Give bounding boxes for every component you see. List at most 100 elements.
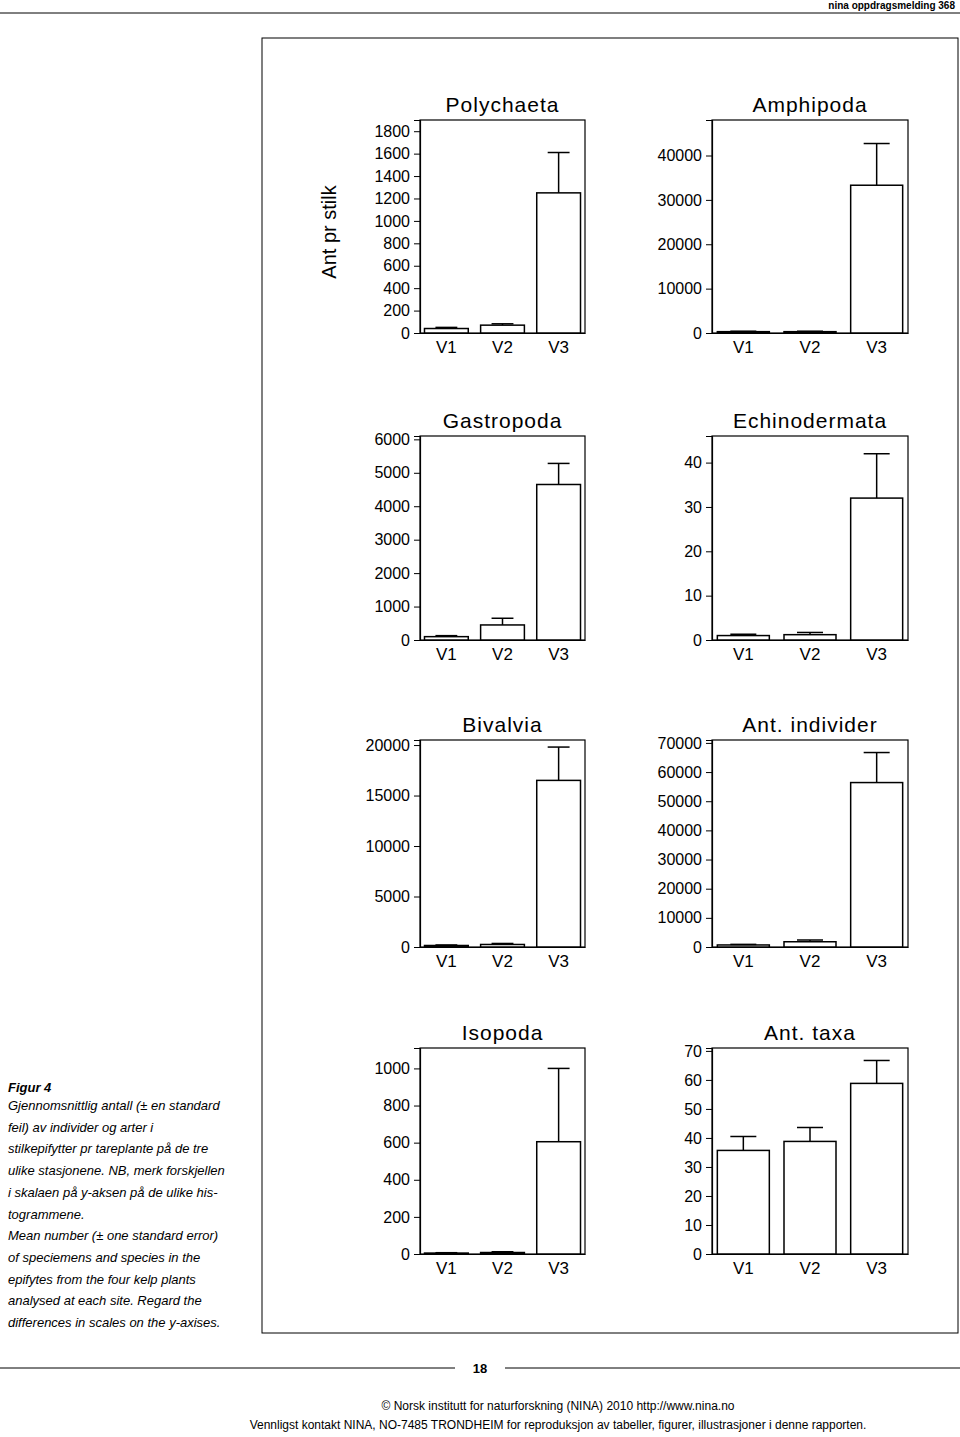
y-tick-mark xyxy=(706,830,712,831)
y-tick-mark xyxy=(706,640,712,641)
chart-title: Echinodermata xyxy=(733,409,887,432)
x-tick-label: V3 xyxy=(548,645,569,664)
y-tick: 600 xyxy=(383,257,420,274)
bar xyxy=(717,945,769,947)
caption-line: Figur 4 xyxy=(8,1080,52,1095)
y-axis: 010203040 xyxy=(684,437,712,649)
x-tick-label: V3 xyxy=(866,952,887,971)
x-axis-line xyxy=(713,947,909,948)
y-tick-label: 40 xyxy=(684,454,702,471)
y-tick-label: 200 xyxy=(383,1209,410,1226)
x-axis: V1V2V3 xyxy=(421,947,586,971)
y-tick: 60 xyxy=(684,1072,712,1089)
x-tick: V1 xyxy=(436,640,457,664)
y-tick: 1600 xyxy=(374,145,420,162)
y-tick-label: 20000 xyxy=(366,737,411,754)
error-bar-stem xyxy=(558,747,560,780)
y-tick: 1000 xyxy=(374,1060,420,1077)
x-axis-line xyxy=(421,947,586,948)
y-tick-mark xyxy=(706,801,712,802)
error-bar-cap xyxy=(548,463,570,465)
bar xyxy=(851,1083,903,1254)
x-tick-label: V3 xyxy=(866,338,887,357)
error-bar xyxy=(492,618,514,625)
bar xyxy=(424,1252,468,1254)
y-tick-mark xyxy=(706,289,712,290)
y-tick-mark xyxy=(706,772,712,773)
y-tick: 70000 xyxy=(658,735,713,752)
plot-frame xyxy=(420,1048,585,1254)
y-tick: 0 xyxy=(401,1246,420,1263)
bar xyxy=(481,1253,525,1254)
y-axis-line xyxy=(414,437,421,641)
y-axis-line xyxy=(414,121,421,334)
error-bar xyxy=(435,944,457,946)
y-tick-label: 20000 xyxy=(658,236,703,253)
x-tick-label: V1 xyxy=(436,1259,457,1278)
plot-frame xyxy=(712,120,908,333)
plot-frame xyxy=(420,120,585,333)
error-bar-cap xyxy=(864,143,890,145)
y-tick: 20000 xyxy=(658,236,713,253)
y-tick: 0 xyxy=(693,1246,712,1263)
y-tick: 1800 xyxy=(374,123,420,140)
x-tick-label: V2 xyxy=(800,952,821,971)
y-tick-label: 3000 xyxy=(374,531,410,548)
caption-line: stilkepifytter pr tareplante på de tre xyxy=(8,1141,208,1156)
error-bar-stem xyxy=(558,153,560,193)
x-tick-label: V1 xyxy=(733,338,754,357)
y-tick-label: 60000 xyxy=(658,764,703,781)
y-tick: 40 xyxy=(684,1130,712,1147)
x-tick: V3 xyxy=(866,640,887,664)
x-tick-label: V2 xyxy=(492,338,513,357)
y-tick: 40000 xyxy=(658,147,713,164)
error-bar-cap xyxy=(548,152,570,154)
x-tick: V3 xyxy=(866,333,887,357)
y-tick-mark xyxy=(414,1143,420,1144)
chart: Bivalvia05000100001500020000V1V2V3 xyxy=(366,713,586,971)
y-tick-label: 0 xyxy=(693,632,702,649)
caption-line: of speciemens and species in the xyxy=(8,1250,200,1265)
bars xyxy=(424,747,580,947)
y-tick: 40 xyxy=(684,454,712,471)
x-axis-line xyxy=(421,640,586,641)
y-axis: 0100020003000400050006000 xyxy=(374,431,420,649)
y-tick-mark xyxy=(706,156,712,157)
error-bar-cap xyxy=(730,944,756,946)
y-tick-mark xyxy=(706,1225,712,1226)
error-bar xyxy=(492,1251,514,1253)
y-tick: 1000 xyxy=(374,598,420,615)
x-tick-label: V2 xyxy=(800,1259,821,1278)
error-bar-cap xyxy=(797,632,823,634)
y-tick: 20 xyxy=(684,543,712,560)
error-bar-stem xyxy=(876,144,878,186)
error-bar-cap xyxy=(435,944,457,946)
x-axis-line xyxy=(713,640,909,641)
y-tick-label: 0 xyxy=(401,939,410,956)
y-tick-mark xyxy=(706,1051,712,1052)
y-tick-mark xyxy=(414,540,420,541)
x-tick: V2 xyxy=(492,333,513,357)
x-tick-label: V1 xyxy=(436,952,457,971)
y-tick-mark xyxy=(706,1254,712,1255)
y-tick: 400 xyxy=(383,280,420,297)
y-tick-mark xyxy=(706,596,712,597)
x-tick: V1 xyxy=(436,1254,457,1278)
y-tick-mark xyxy=(706,1196,712,1197)
y-tick-label: 70 xyxy=(684,1043,702,1060)
y-tick-mark xyxy=(706,551,712,552)
x-tick: V1 xyxy=(733,947,754,971)
footer-line: © Norsk institutt for naturforskning (NI… xyxy=(382,1399,735,1413)
y-tick-label: 10000 xyxy=(658,909,703,926)
y-tick: 20000 xyxy=(366,737,421,754)
error-bar xyxy=(730,944,756,946)
y-tick-mark xyxy=(414,176,420,177)
error-bar-cap xyxy=(492,1251,514,1253)
bar xyxy=(537,780,581,947)
y-tick: 0 xyxy=(401,325,420,342)
x-tick-label: V2 xyxy=(492,952,513,971)
y-tick-label: 70000 xyxy=(658,735,703,752)
plot-frame xyxy=(712,436,908,640)
y-tick: 10000 xyxy=(658,909,713,926)
y-axis-line xyxy=(706,437,713,641)
